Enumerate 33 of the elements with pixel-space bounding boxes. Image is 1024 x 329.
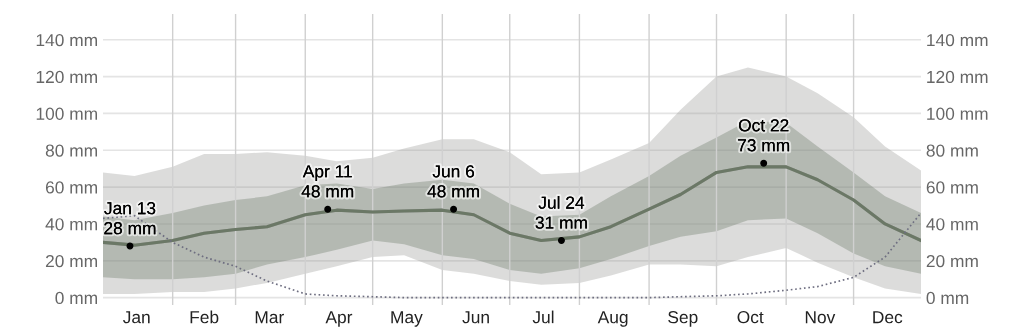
y-tick-label: 40 mm (45, 218, 97, 231)
y2-tick-label: 80 mm (926, 144, 978, 157)
y2-tick-label: 40 mm (926, 218, 978, 231)
x-tick-label: Dec (873, 311, 903, 324)
y2-tick-label: 0 mm (926, 291, 969, 305)
y2-tick-label: 60 mm (926, 181, 978, 194)
x-tick-label: Apr (325, 311, 353, 327)
annotation: Jun 6 48 mm (427, 165, 479, 198)
y-tick-label: 120 mm (36, 70, 97, 84)
x-tick-label: Jan (122, 311, 150, 324)
x-tick-label: Jul (532, 310, 554, 324)
x-tick-label: Aug (597, 311, 628, 327)
x-tick-label: Jun (462, 311, 489, 324)
y2-tick-label: 120 mm (927, 70, 988, 84)
y2-tick-label: 20 mm (926, 254, 978, 268)
annotation: Jan 13 28 mm (104, 202, 156, 235)
y-tick-label: 0 mm (55, 291, 97, 305)
y-tick-label: 60 mm (45, 181, 97, 194)
x-tick-label: Mar (255, 311, 284, 324)
x-tick-label: Sep (668, 311, 698, 327)
x-tick-label: Oct (737, 311, 764, 324)
x-tick-label: Nov (805, 311, 836, 324)
y-tick-label: 80 mm (45, 144, 97, 157)
x-tick-label: May (391, 311, 423, 327)
annotation: Oct 22 73 mm (738, 119, 790, 152)
x-tick-label: Feb (190, 310, 219, 324)
y-tick-label: 20 mm (45, 254, 97, 268)
y2-tick-label: 100 mm (927, 107, 988, 120)
y-tick-label: 140 mm (36, 33, 97, 47)
y2-tick-label: 140 mm (927, 33, 988, 47)
annotation: Jul 24 31 mm (535, 196, 587, 229)
annotation: Apr 11 48 mm (301, 165, 354, 198)
y-tick-label: 100 mm (36, 107, 97, 120)
